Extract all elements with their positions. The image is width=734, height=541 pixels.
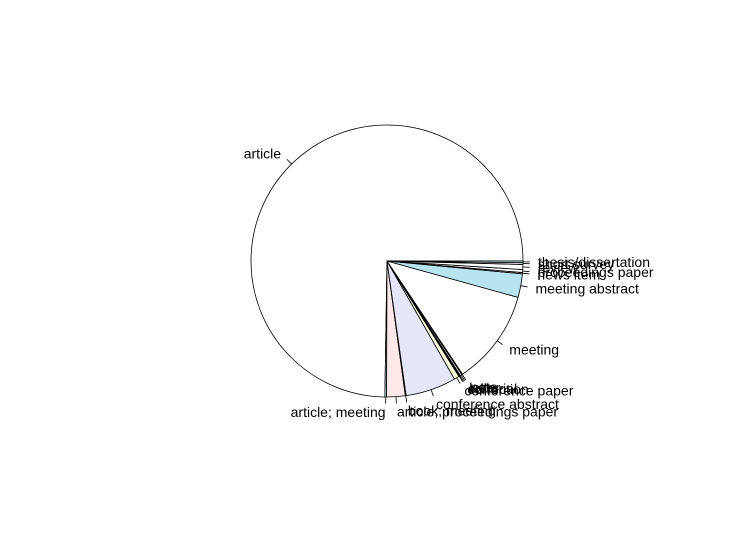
label-editorial: editorial	[468, 380, 517, 396]
tick-conference-paper	[456, 377, 461, 384]
label-meeting: meeting	[509, 342, 559, 358]
label-note: note	[470, 379, 497, 395]
tick-meeting	[496, 340, 503, 346]
label-thesis-dissertation: thesis/dissertation	[538, 254, 650, 270]
label-conference-paper: conference paper	[464, 383, 573, 399]
label-article-meeting: article; meeting	[291, 404, 386, 420]
label-meeting-abstract: meeting abstract	[535, 280, 639, 296]
label-article: article	[244, 145, 282, 161]
label-letter: letter	[469, 380, 500, 396]
label-ticks	[286, 158, 530, 404]
label-review: review	[538, 260, 579, 276]
tick-note	[461, 374, 467, 381]
slice-thesis-dissertation	[386, 260, 524, 264]
tick-correction	[458, 375, 464, 383]
slice-labels: article article; meeting article; proceedi…	[244, 145, 654, 420]
tick-editorial	[459, 375, 464, 382]
tick-book-meeting	[405, 395, 408, 403]
label-proceedings-paper: proceedings paper	[538, 264, 654, 280]
label-news-item: news item	[537, 267, 600, 283]
tick-article	[286, 158, 292, 165]
label-short-survey: short survey	[538, 256, 614, 272]
tick-conference-abstract	[430, 389, 434, 397]
tick-proceedings-paper	[522, 270, 530, 272]
tick-meeting-abstract	[520, 285, 528, 288]
label-correction: correction	[467, 381, 528, 397]
pie-slices	[250, 124, 524, 398]
label-article-proceedings-paper: article; proceedings paper	[397, 404, 558, 420]
label-book-meeting: book; meeting	[408, 403, 496, 419]
tick-letter	[460, 374, 466, 381]
label-conference-abstract: conference abstract	[436, 396, 559, 412]
tick-news-item	[522, 272, 530, 275]
